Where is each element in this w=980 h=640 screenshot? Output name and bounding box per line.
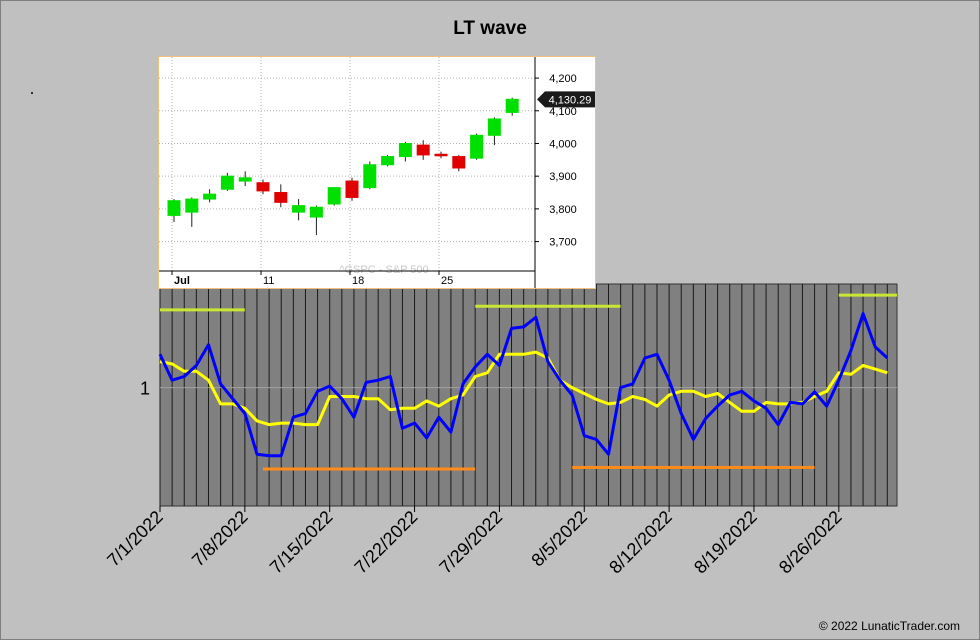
candle-down: [434, 153, 448, 157]
candle-up: [363, 164, 377, 189]
y-tick-label: 3,800: [549, 204, 577, 216]
candle-up: [327, 187, 341, 205]
x-tick-label: 8/26/2022: [775, 507, 846, 578]
candle-up: [470, 134, 484, 159]
y-tick-label: 1: [140, 379, 150, 399]
sp500-inset-chart: ^GSPC - S&P 500 4,200 4,100 4,000 3,900 3,80…: [158, 56, 596, 289]
blue-wave-line: [158, 312, 889, 458]
candle-down: [416, 144, 430, 156]
x-tick-label: 18: [352, 275, 364, 287]
candle-down: [452, 156, 466, 169]
stray-dot: [31, 92, 33, 94]
x-tick-label: 7/8/2022: [188, 507, 252, 571]
y-tick-label: 4,100: [549, 106, 577, 118]
x-tick-label: 7/1/2022: [103, 507, 167, 571]
x-tick-label: 7/15/2022: [266, 507, 337, 578]
yellow-wave-line: [159, 350, 888, 427]
y-tick-label: 4,000: [549, 138, 577, 150]
candle-down: [345, 180, 359, 198]
candle-down: [274, 192, 288, 203]
x-tick-label: 8/5/2022: [527, 507, 591, 571]
last-price-badge: [537, 91, 595, 108]
x-tick-label: 8/19/2022: [690, 507, 761, 578]
x-tick-label: 8/12/2022: [605, 507, 676, 578]
candle-up: [505, 98, 519, 113]
candle-up: [381, 156, 395, 166]
source-watermark: ^GSPC - S&P 500: [339, 264, 428, 276]
candlestick-chart: ^GSPC - S&P 500 4,200 4,100 4,000 3,900 3,80…: [159, 57, 595, 288]
last-price-label: 4,130.29: [549, 94, 592, 106]
y-tick-label: 4,200: [549, 73, 577, 85]
x-tick-label: Jul: [174, 275, 190, 287]
candle-up: [185, 198, 199, 213]
candle-up: [238, 177, 252, 182]
candle-up: [292, 205, 306, 213]
x-tick-label: 7/22/2022: [351, 507, 422, 578]
y-tick-label: 3,900: [549, 171, 577, 183]
chart-title: LT wave: [453, 18, 527, 39]
candle-up: [203, 193, 217, 200]
candle-up: [487, 118, 501, 136]
candle-down: [256, 182, 270, 192]
y-tick-label: 3,700: [549, 237, 577, 249]
candle-up: [220, 175, 234, 190]
plot-area: [159, 283, 898, 507]
copyright-notice: © 2022 LunaticTrader.com: [818, 619, 960, 633]
x-tick-label: 7/29/2022: [435, 507, 506, 578]
candle-up: [398, 142, 412, 158]
candle-up: [309, 206, 323, 218]
x-tick-label: 25: [441, 275, 453, 287]
x-tick-label: 11: [263, 275, 274, 287]
candle-up: [167, 200, 181, 216]
